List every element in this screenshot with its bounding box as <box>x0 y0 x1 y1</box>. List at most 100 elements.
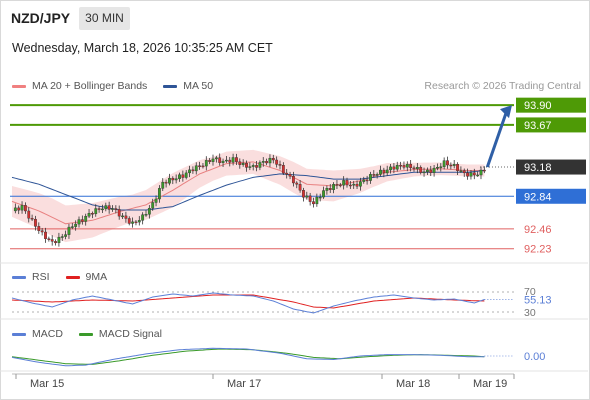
candle-body <box>402 165 406 168</box>
candle-body <box>436 166 439 169</box>
rsi-scale-30: 30 <box>524 307 536 319</box>
legend-item-ma50: MA 50 <box>163 80 213 92</box>
timestamp: Wednesday, March 18, 2026 10:35:25 AM CE… <box>12 41 273 55</box>
candle-body <box>47 238 51 240</box>
candle-body <box>382 169 386 174</box>
macd-line <box>11 347 485 367</box>
candle-body <box>265 161 268 164</box>
rsi-current-value: 55.13 <box>524 294 552 306</box>
candle-body <box>456 164 459 171</box>
candle-body <box>224 159 228 162</box>
ma20-line <box>11 161 485 225</box>
macd-signal-line <box>11 348 485 365</box>
rsi-scale-70: 70 <box>524 286 536 298</box>
candle-body <box>151 202 155 209</box>
candle-body <box>459 170 463 172</box>
candle-body <box>17 207 21 211</box>
candle-body <box>385 169 389 174</box>
candle-body <box>214 157 218 160</box>
candle-body <box>111 208 114 210</box>
level-label-92-23: 92.23 <box>524 244 552 256</box>
candle-body <box>154 198 158 203</box>
legend-swatch-macd-signal <box>78 332 93 336</box>
candle-body <box>241 162 245 165</box>
candle-body <box>57 236 61 244</box>
candle-body <box>191 169 195 172</box>
candle-body <box>134 221 138 224</box>
candle-body <box>54 241 57 244</box>
candle-body <box>127 218 131 224</box>
candle-body <box>221 160 225 163</box>
candle-body <box>278 164 282 166</box>
candle-body <box>164 181 168 184</box>
legend-item-bollinger: MA 20 + Bollinger Bands <box>12 80 147 92</box>
candle-body <box>80 219 84 222</box>
candle-body <box>34 218 37 227</box>
legend-label-bollinger: MA 20 + Bollinger Bands <box>32 80 148 92</box>
candle-body <box>315 196 319 205</box>
candle-body <box>439 166 443 168</box>
candle-body <box>419 167 423 173</box>
candle-body <box>332 184 335 190</box>
candle-body <box>281 165 285 174</box>
candle-body <box>238 161 242 165</box>
candle-body <box>218 157 222 163</box>
candle-body <box>365 179 369 182</box>
candle-body <box>379 169 382 175</box>
candle-body <box>114 208 118 210</box>
level-tag-93-18 <box>516 159 586 175</box>
candle-body <box>325 188 329 191</box>
candle-body <box>181 174 185 178</box>
level-tag-92-84 <box>516 188 586 204</box>
candle-body <box>295 182 299 185</box>
candle-body <box>171 177 175 181</box>
candle-body <box>67 226 71 235</box>
candle-body <box>345 180 349 186</box>
timeframe-button[interactable]: 30 MIN <box>79 7 130 30</box>
candle-body <box>94 208 98 215</box>
candle-body <box>101 208 104 211</box>
legend-swatch-rsi <box>12 275 26 279</box>
candle-body <box>328 188 332 190</box>
candle-body <box>335 184 339 186</box>
candle-body <box>255 165 258 168</box>
candle-body <box>305 195 309 198</box>
legend-swatch-macd <box>12 332 26 336</box>
x-tick-label: Mar 17 <box>227 378 261 390</box>
candle-body <box>348 184 352 187</box>
candle-body <box>375 174 379 176</box>
candle-body <box>211 158 215 162</box>
candle-body <box>412 167 416 170</box>
candle-body <box>318 196 322 199</box>
candle-body <box>258 162 262 168</box>
candle-body <box>157 188 161 200</box>
candle-body <box>117 209 121 217</box>
candle-body <box>261 161 265 163</box>
legend-item-macd: MACD <box>12 328 63 340</box>
candle-body <box>466 172 469 177</box>
forecast-arrow-shaft <box>485 112 508 168</box>
x-tick-label: Mar 18 <box>396 378 430 390</box>
candle-body <box>369 174 372 181</box>
legend-swatch-ma50 <box>163 84 178 88</box>
candle-body <box>462 170 466 174</box>
candle-body <box>275 159 279 165</box>
candle-body <box>476 174 480 177</box>
candle-body <box>479 169 483 176</box>
candle-body <box>442 160 446 167</box>
main-legend: MA 20 + Bollinger Bands MA 50 <box>12 80 229 92</box>
legend-swatch-bollinger <box>12 84 26 88</box>
macd-legend: MACD MACD Signal <box>12 328 178 340</box>
candle-body <box>124 215 128 219</box>
candle-body <box>352 183 356 186</box>
candle-body <box>121 215 124 218</box>
candle-body <box>104 205 108 210</box>
candle-body <box>429 169 433 173</box>
level-label-92-46: 92.46 <box>524 224 552 236</box>
candle-body <box>50 239 54 242</box>
candle-body <box>389 166 392 171</box>
candle-body <box>137 220 141 223</box>
candle-body <box>362 179 366 182</box>
candle-body <box>174 178 178 181</box>
candle-body <box>40 230 44 233</box>
